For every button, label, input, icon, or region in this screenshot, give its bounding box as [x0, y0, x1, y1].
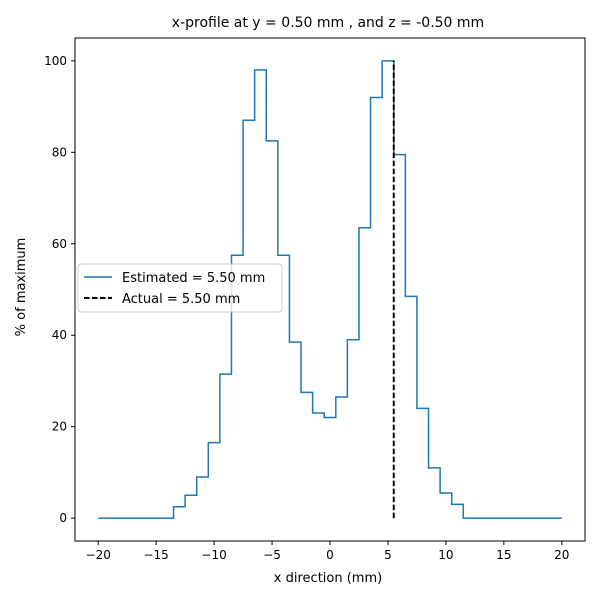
x-tick-label: −5	[263, 548, 281, 562]
y-tick-label: 20	[52, 420, 67, 434]
legend: Estimated = 5.50 mm Actual = 5.50 mm	[77, 263, 283, 313]
x-tick-label: 5	[384, 548, 392, 562]
y-tick-label: 40	[52, 328, 67, 342]
plot-area	[98, 60, 562, 519]
y-tick-label: 80	[52, 145, 67, 159]
x-tick-label: 0	[326, 548, 334, 562]
x-tick-label: −20	[86, 548, 111, 562]
y-tick-label: 0	[59, 511, 67, 525]
y-axis-label: % of maximum	[14, 238, 29, 337]
x-tick-label: −10	[201, 548, 226, 562]
x-tick-label: −15	[143, 548, 168, 562]
y-tick-label: 100	[44, 54, 67, 68]
x-tick-label: 15	[496, 548, 511, 562]
legend-label-estimated: Estimated = 5.50 mm	[122, 271, 265, 286]
y-tick-label: 60	[52, 237, 67, 251]
chart-title: x-profile at y = 0.50 mm , and z = -0.50…	[172, 15, 484, 31]
legend-box	[77, 263, 283, 313]
x-tick-label: 10	[438, 548, 453, 562]
axis-ticks: −20 −15 −10 −5 0 5 10 15 20 0 20 40 60 80 100	[44, 54, 569, 562]
x-axis-label: x direction (mm)	[274, 571, 382, 586]
x-tick-label: 20	[554, 548, 569, 562]
legend-label-actual: Actual = 5.50 mm	[122, 292, 240, 307]
series-estimated-step-line	[98, 60, 562, 519]
